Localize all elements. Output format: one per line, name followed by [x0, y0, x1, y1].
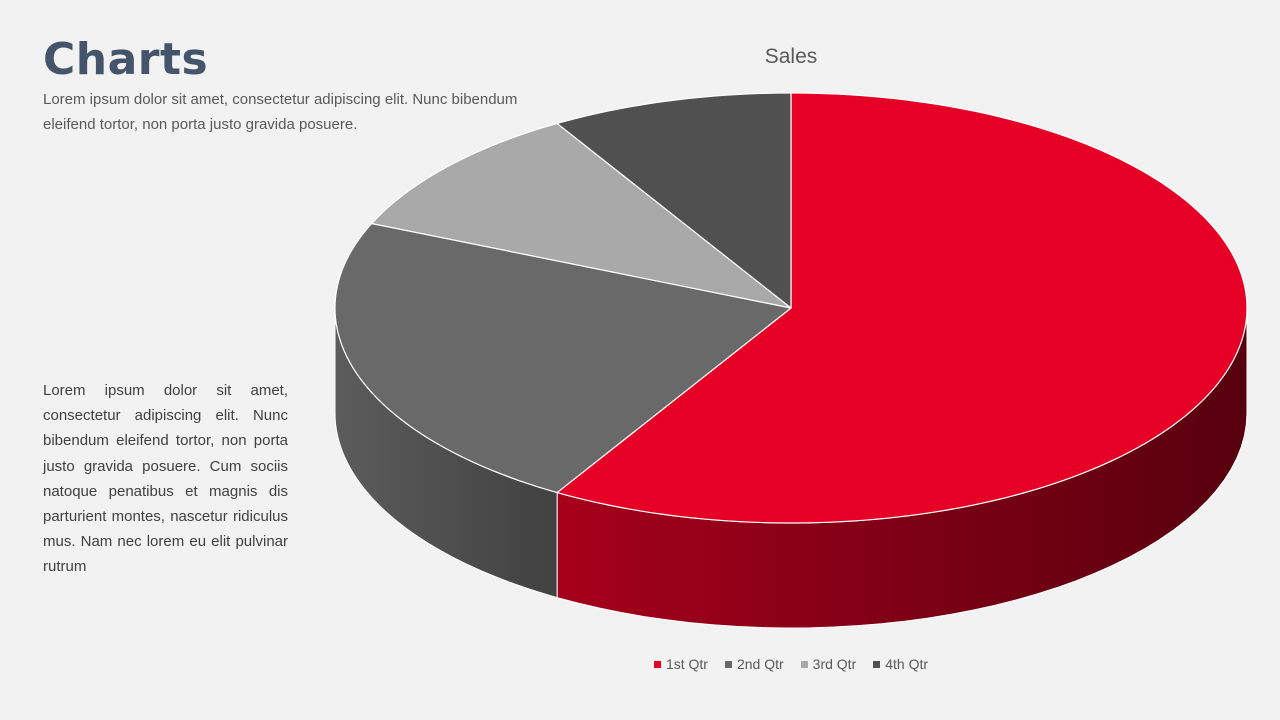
pie-slice-2nd-qtr — [334, 222, 792, 494]
chart-title: Sales — [764, 45, 818, 68]
pie-slice-4th-qtr — [556, 92, 792, 309]
legend-swatch-q4 — [873, 660, 881, 668]
intro-paragraph: Lorem ipsum dolor sit amet, consectetur … — [43, 91, 518, 133]
pie-slice-3rd-qtr — [371, 122, 792, 309]
chart-legend: 1st Qtr 2nd Qtr 3rd Qtr 4th Qtr — [0, 656, 1280, 672]
pie-slice-1st-qtr — [556, 92, 1248, 524]
pie-tops — [334, 92, 1248, 524]
legend-item-q2: 2nd Qtr — [724, 656, 784, 672]
legend-label-q2: 2nd Qtr — [736, 656, 784, 672]
legend-item-q4: 4th Qtr — [873, 656, 928, 672]
legend-label-q3: 3rd Qtr — [812, 656, 857, 672]
legend-item-q1: 1st Qtr — [653, 656, 708, 672]
legend-swatch-q3 — [800, 660, 808, 668]
legend-item-q3: 3rd Qtr — [800, 656, 857, 672]
legend-swatch-q1 — [653, 660, 661, 668]
legend-label-q1: 1st Qtr — [665, 656, 708, 672]
slide-title: Charts — [43, 34, 209, 85]
legend-swatch-q2 — [724, 660, 732, 668]
legend-label-q4: 4th Qtr — [885, 656, 929, 672]
body-paragraph: Lorem ipsum dolor sit amet, consectetur … — [43, 382, 288, 576]
